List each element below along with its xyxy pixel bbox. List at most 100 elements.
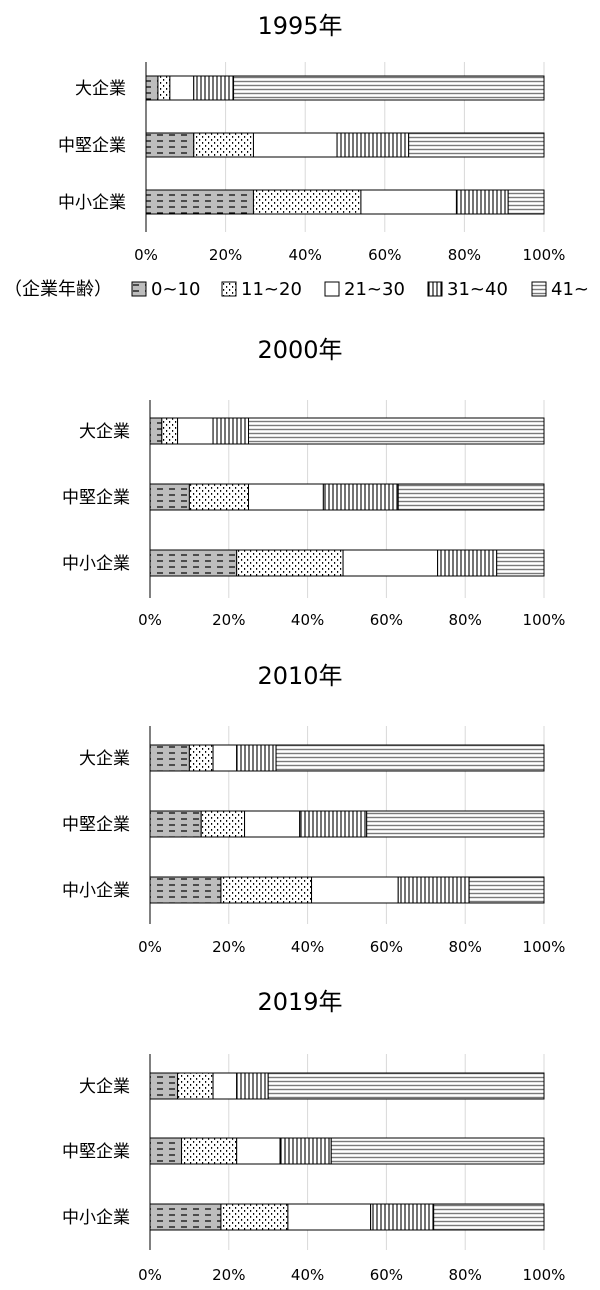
legend-label-0-10: 0~10 <box>151 279 200 300</box>
bar-segment-21-30 <box>360 189 457 215</box>
bar-segment-41 <box>433 1203 545 1231</box>
x-tick-label: 100% <box>523 246 566 264</box>
bar-segment-21-30 <box>342 549 439 577</box>
bar-segment-0-10 <box>149 549 238 577</box>
bar-segment-41 <box>496 549 545 577</box>
bar-segment-0-10 <box>149 876 222 904</box>
chart-title: 2010年 <box>257 662 342 690</box>
bar-segment-31-40 <box>370 1203 435 1231</box>
bar-segment-31-40 <box>212 417 249 445</box>
bar-segment-41 <box>275 744 545 772</box>
bar-segment-11-20 <box>161 417 179 445</box>
bar-segment-0-10 <box>145 132 195 158</box>
bar-segment-31-40 <box>299 810 368 838</box>
bar-segment-41 <box>468 876 545 904</box>
x-tick-label: 80% <box>449 1266 482 1284</box>
x-tick-label: 40% <box>289 246 322 264</box>
bar-segment-21-30 <box>252 132 338 158</box>
bar-segment-0-10 <box>149 744 190 772</box>
bar-segment-11-20 <box>181 1137 238 1165</box>
x-tick-label: 20% <box>209 246 242 264</box>
legend-caption: （企業年齢） <box>4 279 112 300</box>
bar-segment-11-20 <box>200 810 246 838</box>
category-label: 中堅企業 <box>62 488 130 508</box>
bar-segment-31-40 <box>279 1137 332 1165</box>
x-tick-label: 20% <box>212 938 245 956</box>
x-tick-label: 100% <box>523 1266 566 1284</box>
bar-segment-11-20 <box>193 132 254 158</box>
bar-segment-0-10 <box>145 189 254 215</box>
bar-segment-11-20 <box>188 744 214 772</box>
bar-segment-21-30 <box>248 483 324 511</box>
bar-segment-41 <box>248 417 545 445</box>
x-tick-label: 0% <box>138 1266 162 1284</box>
x-tick-label: 40% <box>291 611 324 629</box>
bar-segment-41 <box>330 1137 545 1165</box>
bar-segment-31-40 <box>236 744 277 772</box>
x-tick-label: 20% <box>212 611 245 629</box>
bar-segment-11-20 <box>157 75 171 101</box>
category-label: 大企業 <box>75 79 126 99</box>
bar-segment-41 <box>233 75 545 101</box>
bar-segment-11-20 <box>220 1203 289 1231</box>
x-tick-label: 60% <box>368 246 401 264</box>
chart-title: 1995年 <box>257 12 342 40</box>
x-tick-label: 80% <box>449 938 482 956</box>
legend-swatch-21-30 <box>324 281 340 297</box>
bar-segment-31-40 <box>455 189 509 215</box>
legend-label-21-30: 21~30 <box>344 279 405 300</box>
category-label: 中堅企業 <box>62 815 130 835</box>
chart-title: 2019年 <box>257 988 342 1016</box>
legend-label-31-40: 31~40 <box>447 279 508 300</box>
category-label: 中小企業 <box>62 881 130 901</box>
bar-segment-21-30 <box>311 876 399 904</box>
bar-segment-11-20 <box>236 549 344 577</box>
bar-segment-41 <box>366 810 545 838</box>
legend-label-11-20: 11~20 <box>241 279 302 300</box>
category-label: 中堅企業 <box>62 1142 130 1162</box>
x-tick-label: 60% <box>370 1266 403 1284</box>
bar-segment-31-40 <box>336 132 410 158</box>
bar-segment-21-30 <box>212 1072 238 1100</box>
legend-swatch-0-10 <box>131 281 147 297</box>
bar-segment-0-10 <box>149 417 163 445</box>
bar-segment-41 <box>507 189 545 215</box>
bar-segment-31-40 <box>193 75 235 101</box>
category-label: 大企業 <box>79 422 130 442</box>
x-tick-label: 0% <box>138 611 162 629</box>
x-tick-label: 80% <box>448 246 481 264</box>
bar-segment-0-10 <box>149 1072 179 1100</box>
bar-segment-31-40 <box>437 549 498 577</box>
bar-segment-31-40 <box>322 483 399 511</box>
category-label: 大企業 <box>79 1077 130 1097</box>
x-tick-label: 60% <box>370 611 403 629</box>
x-tick-label: 100% <box>523 938 566 956</box>
category-label: 中小企業 <box>58 193 126 213</box>
bar-segment-11-20 <box>220 876 313 904</box>
bar-segment-41 <box>397 483 545 511</box>
chart-title: 2000年 <box>257 336 342 364</box>
bar-segment-21-30 <box>244 810 301 838</box>
bar-segment-21-30 <box>169 75 195 101</box>
legend-swatch-41-plus <box>531 281 547 297</box>
category-label: 中堅企業 <box>58 136 126 156</box>
category-label: 中小企業 <box>62 1208 130 1228</box>
bar-segment-41 <box>267 1072 545 1100</box>
legend: （企業年齢） 0~10 11~20 21~30 31~40 41~ <box>4 279 589 300</box>
x-tick-label: 40% <box>291 938 324 956</box>
x-tick-label: 0% <box>138 938 162 956</box>
bar-segment-0-10 <box>145 75 159 101</box>
category-label: 中小企業 <box>62 554 130 574</box>
bar-segment-21-30 <box>212 744 238 772</box>
bar-segment-0-10 <box>149 1203 222 1231</box>
bar-segment-11-20 <box>188 483 249 511</box>
bar-segment-11-20 <box>252 189 362 215</box>
x-tick-label: 0% <box>134 246 158 264</box>
legend-label-41-plus: 41~ <box>551 279 589 300</box>
x-tick-label: 60% <box>370 938 403 956</box>
